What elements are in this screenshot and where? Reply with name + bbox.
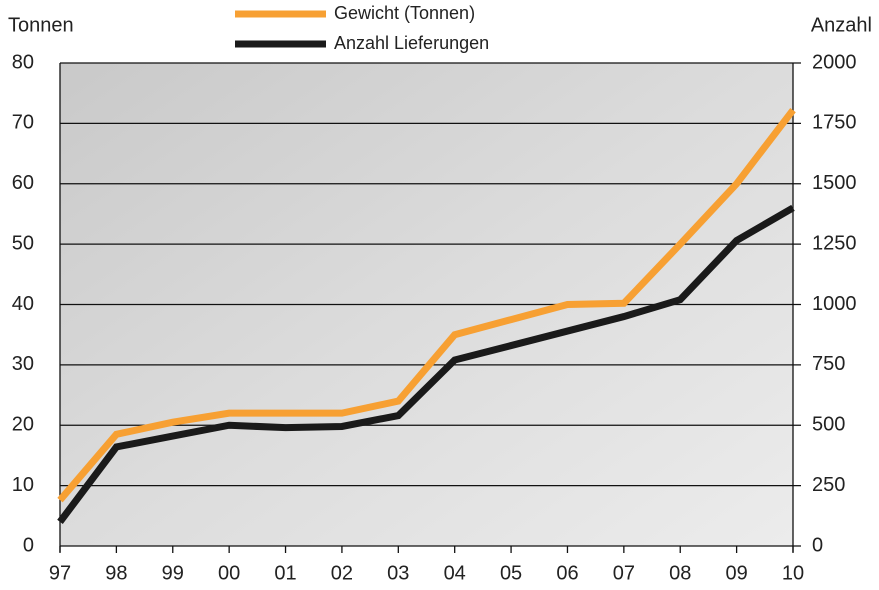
x-tick-label: 08 [669,562,691,584]
y2-tick-label: 1500 [812,172,857,194]
x-tick-label: 03 [387,562,409,584]
x-tick-label: 09 [725,562,747,584]
y-tick-label: 70 [12,112,34,134]
x-tick-label: 10 [782,562,804,584]
y-tick-label: 80 [12,51,34,73]
y2-tick-label: 0 [812,534,823,556]
legend-label: Gewicht (Tonnen) [334,3,475,23]
x-tick-label: 99 [162,562,184,584]
x-tick-label: 98 [105,562,127,584]
y2-axis-label: Anzahl [811,14,872,36]
x-tick-label: 00 [218,562,240,584]
y2-tick-label: 1000 [812,293,857,315]
y-tick-label: 40 [12,293,34,315]
y2-tick-label: 250 [812,474,845,496]
y2-tick-label: 2000 [812,51,857,73]
y-tick-label: 60 [12,172,34,194]
y-tick-label: 20 [12,414,34,436]
x-tick-label: 07 [613,562,635,584]
x-tick-label: 01 [274,562,296,584]
chart: Tonnen Anzahl Gewicht (Tonnen) Anzahl Lie… [0,0,879,590]
y-tick-label: 10 [12,474,34,496]
y2-tick-label: 1750 [812,112,857,134]
y2-tick-label: 750 [812,353,845,375]
x-tick-label: 04 [444,562,466,584]
y-tick-label: 50 [12,232,34,254]
y2-tick-label: 500 [812,414,845,436]
legend-label: Anzahl Lieferungen [334,33,489,53]
y-axis-label: Tonnen [8,14,74,36]
x-tick-label: 02 [331,562,353,584]
y2-tick-label: 1250 [812,232,857,254]
y-tick-label: 30 [12,353,34,375]
x-tick-label: 05 [500,562,522,584]
x-tick-label: 06 [556,562,578,584]
x-tick-label: 97 [49,562,71,584]
y-tick-label: 0 [23,534,34,556]
legend: Gewicht (Tonnen) Anzahl Lieferungen [235,3,489,53]
